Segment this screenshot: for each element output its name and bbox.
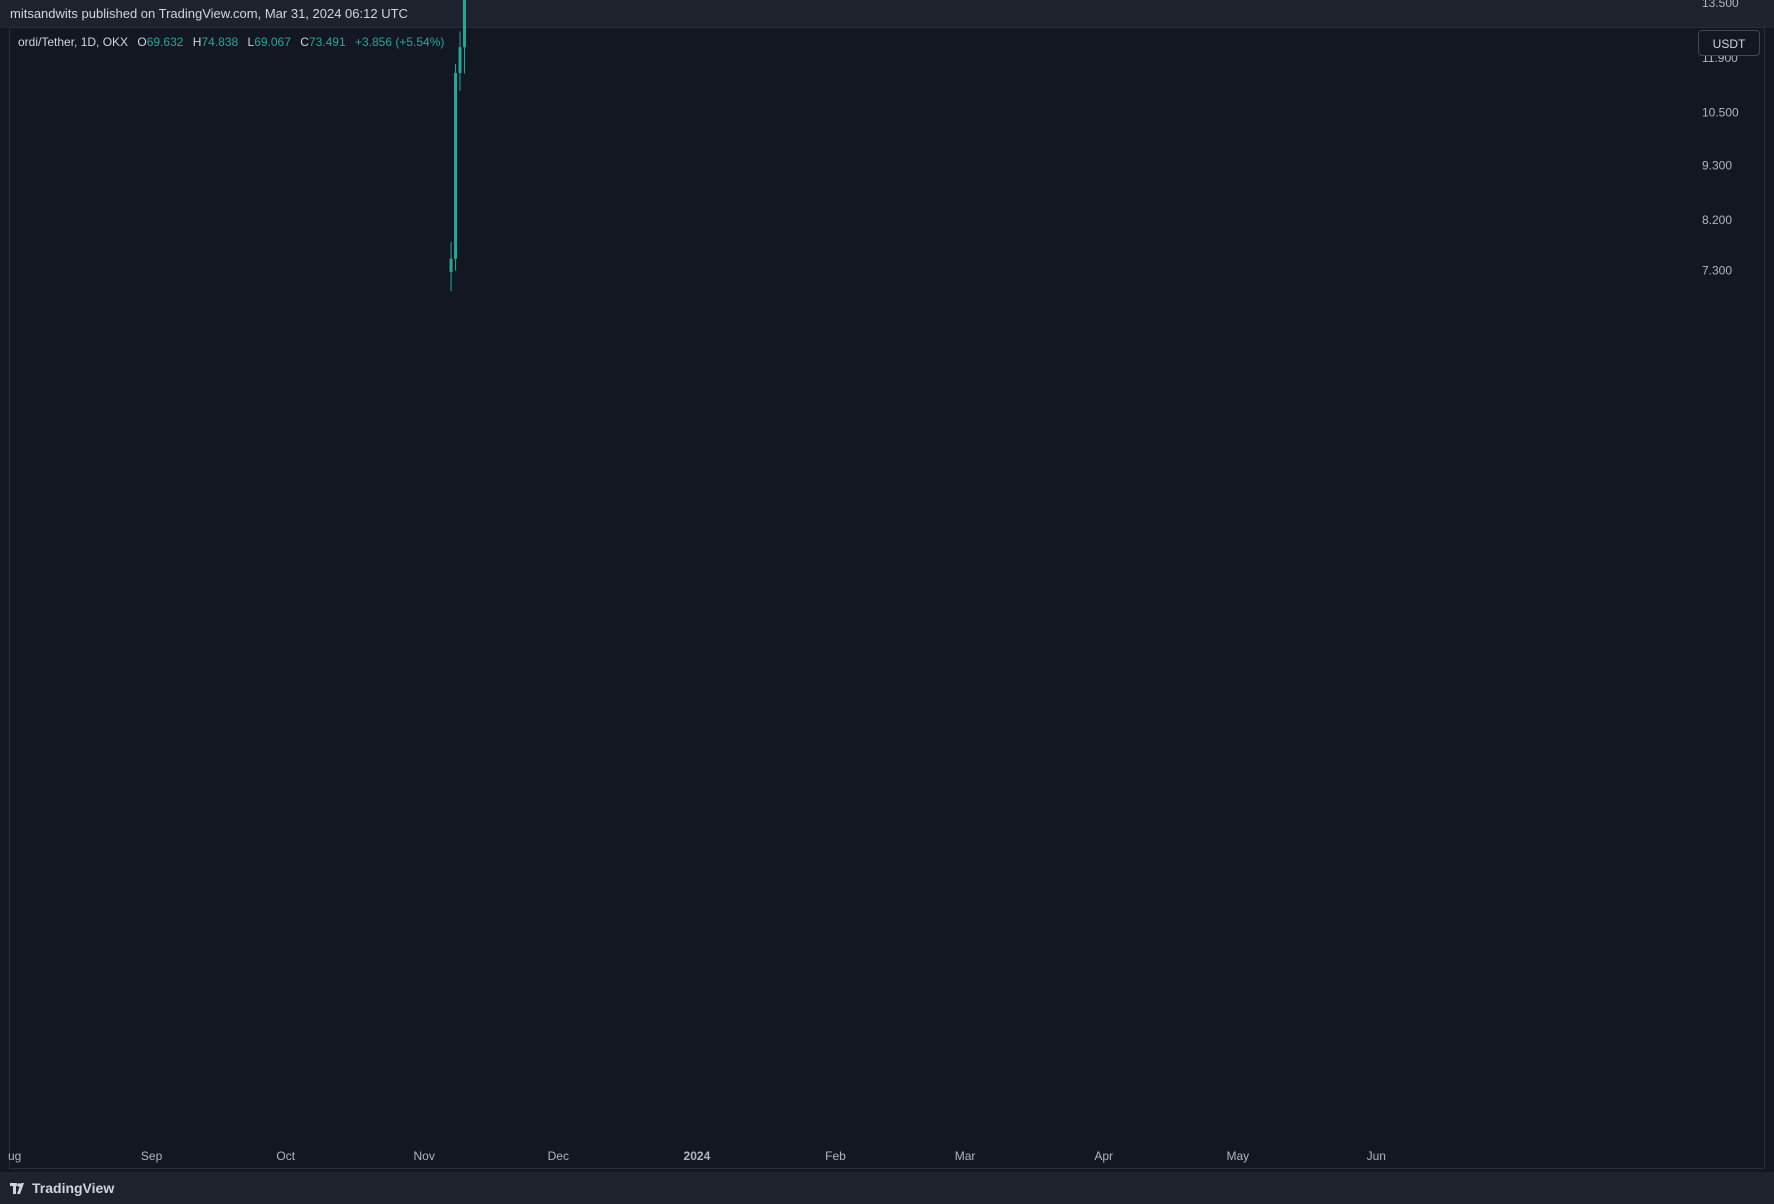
low-label: L: [247, 35, 255, 49]
x-tick-label: Apr: [1094, 1149, 1113, 1163]
y-tick-label: 10.500: [1702, 106, 1739, 120]
x-tick-label: Jun: [1367, 1149, 1386, 1163]
ohlc-legend: ordi/Tether, 1D, OKX O69.632 H74.838 L69…: [18, 35, 444, 49]
time-axis: ug Sep Oct Nov Dec 2024 Feb Mar Apr May Jun: [8, 1149, 1386, 1163]
symbol-label: ordi/Tether, 1D, OKX: [18, 35, 129, 49]
candle-body: [449, 258, 453, 273]
publish-header: mitsandwits published on TradingView.com…: [0, 0, 1774, 28]
tradingview-logo-icon: [10, 1182, 24, 1194]
x-tick-label: Feb: [825, 1149, 846, 1163]
x-tick-label: Oct: [276, 1149, 295, 1163]
y-tick-label: 9.300: [1702, 158, 1732, 172]
x-tick-label: May: [1226, 1149, 1249, 1163]
close-value: 73.491: [308, 35, 346, 49]
chart-frame: [9, 27, 1765, 1169]
candle-body: [454, 72, 458, 259]
close-label: C: [300, 35, 309, 49]
candle: [462, 0, 466, 74]
open-label: O: [137, 35, 147, 49]
candle-body: [462, 0, 466, 48]
currency-button[interactable]: USDT: [1698, 30, 1760, 56]
x-tick-label: 2024: [684, 1149, 711, 1163]
x-tick-label: Sep: [141, 1149, 163, 1163]
x-tick-label: Dec: [548, 1149, 569, 1163]
tradingview-logo[interactable]: TradingView: [10, 1180, 114, 1196]
candles-layer: [449, 0, 466, 292]
high-value: 74.838: [201, 35, 239, 49]
high-label: H: [192, 35, 202, 49]
footer-bar: TradingView: [0, 1172, 1774, 1204]
candle: [454, 63, 458, 271]
x-tick-label: Mar: [955, 1149, 976, 1163]
change-value: +3.856 (+5.54%): [354, 35, 445, 49]
y-tick-label: 13.500: [1702, 0, 1739, 10]
brand-label: TradingView: [32, 1180, 115, 1196]
candle: [458, 31, 462, 91]
candle-body: [458, 47, 462, 73]
publisher-text: mitsandwits published on TradingView.com…: [10, 6, 408, 21]
x-tick-label: Nov: [414, 1149, 435, 1163]
low-value: 69.067: [254, 35, 291, 49]
y-tick-label: 7.300: [1702, 264, 1732, 278]
x-tick-label: ug: [8, 1149, 21, 1163]
y-tick-label: 8.200: [1702, 213, 1732, 227]
candle: [449, 241, 453, 292]
open-value: 69.632: [146, 35, 184, 49]
